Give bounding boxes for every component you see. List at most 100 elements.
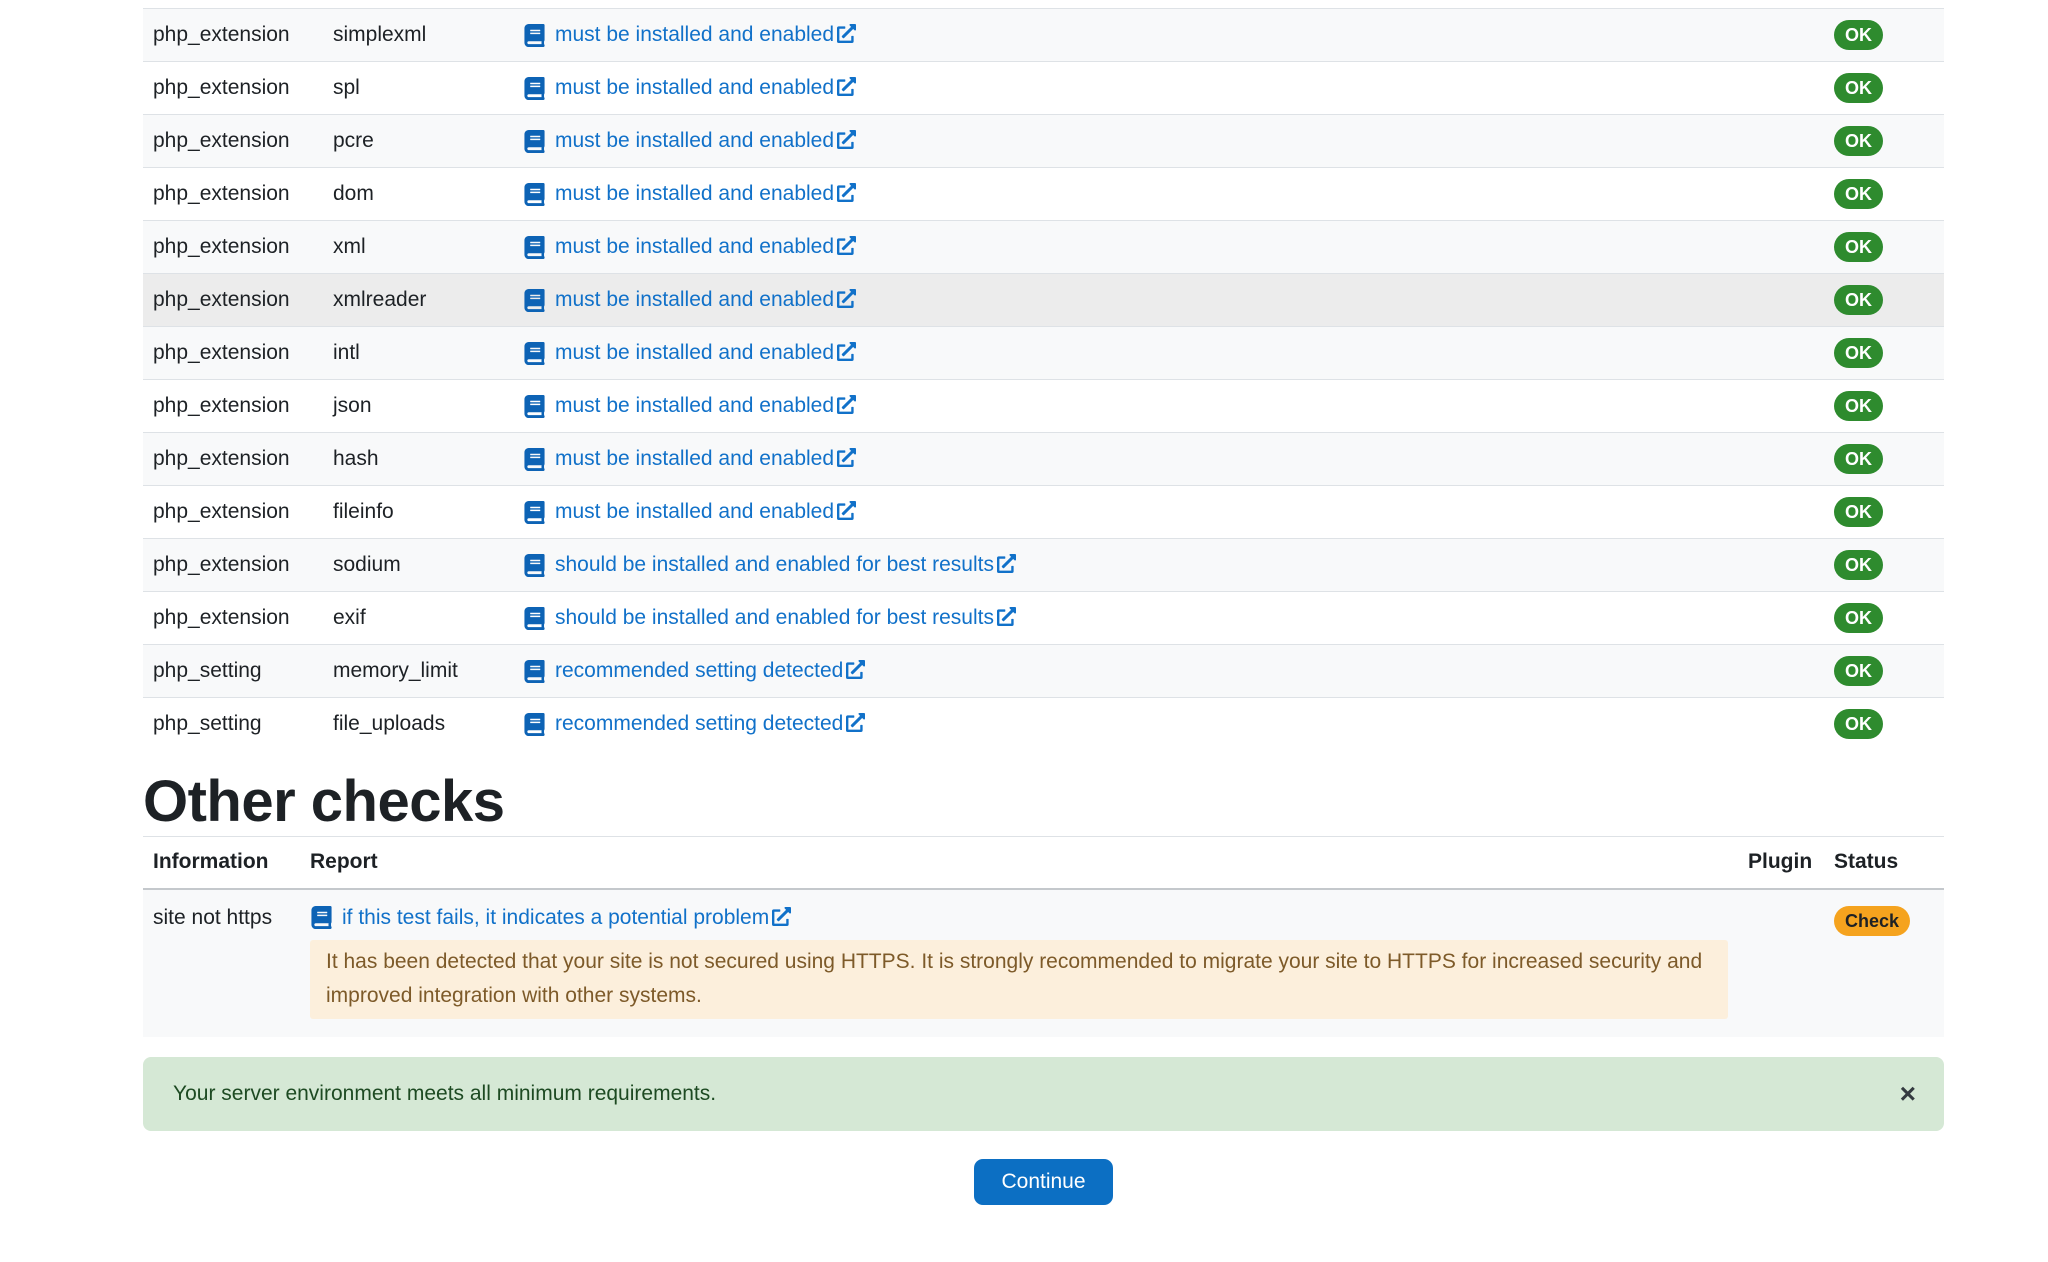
status-badge: OK	[1834, 179, 1883, 209]
check-report: must be installed and enabled	[513, 8, 1824, 62]
report-cell-content: should be installed and enabled for best…	[523, 606, 1814, 630]
check-report: must be installed and enabled	[513, 432, 1824, 486]
other-check-row: site not https if this test fails, it ind…	[143, 888, 1944, 1037]
external-link-icon	[837, 289, 857, 308]
book-icon	[523, 500, 546, 524]
requirements-row: php_extension exif should be installed and…	[143, 591, 1944, 645]
external-link-icon	[837, 342, 857, 361]
check-report: must be installed and enabled	[513, 114, 1824, 168]
check-report: recommended setting detected	[513, 697, 1824, 751]
check-type: php_extension	[143, 485, 323, 539]
book-icon	[310, 906, 333, 930]
success-alert: Your server environment meets all minimu…	[143, 1056, 1944, 1131]
book-icon	[523, 341, 546, 365]
book-icon	[523, 394, 546, 418]
check-name: simplexml	[323, 8, 513, 62]
external-link-icon	[996, 607, 1016, 626]
column-header-status: Status	[1824, 836, 1944, 890]
check-type: php_extension	[143, 591, 323, 645]
check-name: spl	[323, 61, 513, 115]
book-icon	[523, 288, 546, 312]
column-header-report: Report	[300, 836, 1738, 890]
report-cell-content: must be installed and enabled	[523, 288, 1814, 312]
requirements-row: php_extension simplexml must be installed …	[143, 8, 1944, 62]
report-link[interactable]: should be installed and enabled for best…	[555, 606, 1016, 630]
report-link[interactable]: should be installed and enabled for best…	[555, 553, 1016, 577]
check-name: file_uploads	[323, 697, 513, 751]
external-link-icon	[837, 130, 857, 149]
alert-close-icon[interactable]: ×	[1899, 1077, 1916, 1109]
report-link[interactable]: if this test fails, it indicates a poten…	[342, 906, 792, 930]
report-link[interactable]: must be installed and enabled	[555, 76, 857, 100]
report-cell-content: must be installed and enabled	[523, 235, 1814, 259]
report-link[interactable]: must be installed and enabled	[555, 288, 857, 312]
status-badge: OK	[1834, 656, 1883, 686]
check-type: php_extension	[143, 8, 323, 62]
check-report: recommended setting detected	[513, 644, 1824, 698]
check-status: OK	[1824, 8, 1944, 62]
status-badge: OK	[1834, 126, 1883, 156]
other-check-information: site not https	[143, 888, 300, 1037]
check-status: OK	[1824, 697, 1944, 751]
continue-button[interactable]: Continue	[974, 1158, 1113, 1205]
check-type: php_extension	[143, 61, 323, 115]
column-header-plugin: Plugin	[1738, 836, 1824, 890]
check-type: php_extension	[143, 273, 323, 327]
external-link-icon	[837, 77, 857, 96]
external-link-icon	[837, 183, 857, 202]
check-type: php_extension	[143, 326, 323, 380]
check-status: OK	[1824, 485, 1944, 539]
check-status: OK	[1824, 114, 1944, 168]
report-link[interactable]: recommended setting detected	[555, 712, 866, 736]
requirements-row: php_setting memory_limit recommended setti…	[143, 644, 1944, 698]
check-name: hash	[323, 432, 513, 486]
status-badge: OK	[1834, 338, 1883, 368]
requirements-row: php_setting file_uploads recommended setti…	[143, 697, 1944, 751]
report-link[interactable]: must be installed and enabled	[555, 235, 857, 259]
check-report: must be installed and enabled	[513, 326, 1824, 380]
report-link[interactable]: must be installed and enabled	[555, 394, 857, 418]
check-report: must be installed and enabled	[513, 485, 1824, 539]
other-checks-heading: Other checks	[143, 768, 505, 834]
external-link-icon	[846, 713, 866, 733]
report-cell-content: must be installed and enabled	[523, 129, 1814, 153]
report-link[interactable]: recommended setting detected	[555, 659, 866, 683]
check-type: php_setting	[143, 644, 323, 698]
other-check-plugin	[1738, 888, 1824, 1037]
check-status: OK	[1824, 591, 1944, 645]
check-name: xmlreader	[323, 273, 513, 327]
book-icon	[523, 659, 546, 683]
status-badge: OK	[1834, 285, 1883, 315]
check-name: intl	[323, 326, 513, 380]
check-status: OK	[1824, 644, 1944, 698]
check-status: OK	[1824, 432, 1944, 486]
report-link[interactable]: must be installed and enabled	[555, 23, 857, 47]
check-name: json	[323, 379, 513, 433]
check-status: OK	[1824, 220, 1944, 274]
book-icon	[523, 235, 546, 259]
requirements-row: php_extension xml must be installed and en…	[143, 220, 1944, 274]
warning-detail: It has been detected that your site is n…	[310, 939, 1728, 1019]
book-icon	[523, 76, 546, 100]
requirements-row: php_extension json must be installed and e…	[143, 379, 1944, 433]
requirements-row: php_extension hash must be installed and e…	[143, 432, 1944, 486]
report-link[interactable]: must be installed and enabled	[555, 182, 857, 206]
column-header-information: Information	[143, 836, 300, 890]
report-cell-content: must be installed and enabled	[523, 500, 1814, 524]
requirements-row: php_extension intl must be installed and e…	[143, 326, 1944, 380]
requirements-table: php_extension simplexml must be installed …	[143, 8, 1944, 751]
status-badge: OK	[1834, 497, 1883, 527]
external-link-icon	[772, 906, 792, 926]
status-badge: OK	[1834, 709, 1883, 740]
check-name: fileinfo	[323, 485, 513, 539]
requirements-row: php_extension xmlreader must be installed …	[143, 273, 1944, 327]
external-link-icon	[837, 236, 857, 255]
report-link[interactable]: must be installed and enabled	[555, 447, 857, 471]
external-link-icon	[837, 24, 857, 43]
external-link-icon	[846, 660, 866, 679]
check-status: OK	[1824, 379, 1944, 433]
report-link[interactable]: must be installed and enabled	[555, 129, 857, 153]
status-badge: OK	[1834, 550, 1883, 580]
report-link[interactable]: must be installed and enabled	[555, 500, 857, 524]
report-link[interactable]: must be installed and enabled	[555, 341, 857, 365]
